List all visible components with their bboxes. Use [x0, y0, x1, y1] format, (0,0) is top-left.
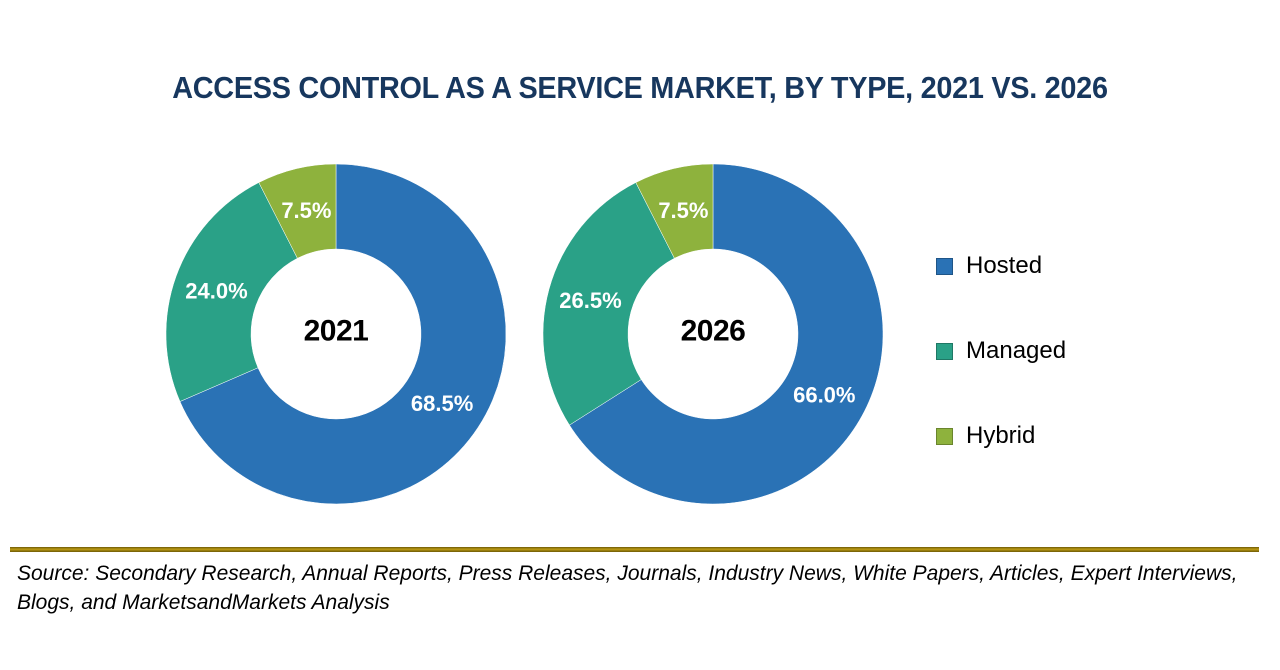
slice-value-label-hybrid: 7.5% — [658, 198, 708, 223]
page-title-text: ACCESS CONTROL AS A SERVICE MARKET, BY T… — [172, 70, 1108, 105]
donut-center-year: 2021 — [304, 315, 369, 348]
legend-item-hosted: Hosted — [936, 253, 1066, 279]
donut-slice-hosted — [569, 163, 884, 505]
slice-value-label-managed: 24.0% — [185, 279, 247, 304]
donut-chart-2026: 66.0% 26.5% 7.5% 2026 — [542, 163, 884, 505]
legend: Hosted Managed Hybrid — [936, 253, 1066, 508]
legend-item-managed: Managed — [936, 338, 1066, 364]
donut-slice-managed — [165, 182, 298, 402]
page-title: ACCESS CONTROL AS A SERVICE MARKET, BY T… — [0, 70, 1280, 106]
donut-chart-2021: 68.5% 24.0% 7.5% 2021 — [165, 163, 507, 505]
gold-divider-line — [10, 547, 1259, 552]
donut-slice-hybrid — [258, 163, 337, 259]
source-line-2: Blogs, and MarketsandMarkets Analysis — [17, 591, 390, 614]
slice-value-label-managed: 26.5% — [559, 288, 621, 313]
slice-value-label-hosted: 68.5% — [411, 391, 473, 416]
legend-label-hybrid: Hybrid — [966, 422, 1036, 449]
donut-slice-hybrid — [635, 163, 714, 259]
source-line-1: Source: Secondary Research, Annual Repor… — [17, 562, 1238, 585]
donut-slice-managed — [542, 182, 675, 426]
slice-value-label-hosted: 66.0% — [793, 383, 855, 408]
source-note: Source: Secondary Research, Annual Repor… — [17, 559, 1257, 617]
slice-value-label-hybrid: 7.5% — [281, 198, 331, 223]
legend-label-managed: Managed — [966, 337, 1067, 364]
donut-center-year: 2026 — [681, 315, 746, 348]
managed-swatch-icon — [936, 342, 953, 360]
legend-label-hosted: Hosted — [966, 252, 1043, 279]
hybrid-swatch-icon — [936, 427, 953, 445]
legend-item-hybrid: Hybrid — [936, 423, 1066, 449]
hosted-swatch-icon — [936, 257, 953, 275]
donut-slice-hosted — [179, 163, 507, 505]
